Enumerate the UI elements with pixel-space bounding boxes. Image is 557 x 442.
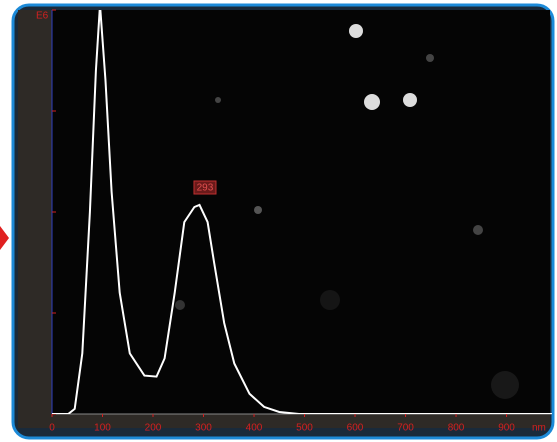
- x-tick-label: 600: [347, 423, 364, 434]
- x-tick-label: 300: [195, 423, 212, 434]
- bottom-margin: [18, 414, 550, 428]
- plot-area: [52, 10, 550, 414]
- x-tick-label: 700: [397, 423, 414, 434]
- x-unit: nm: [532, 423, 546, 434]
- particles: [175, 24, 519, 399]
- x-tick-label: 900: [498, 423, 515, 434]
- x-tick-label: 800: [448, 423, 465, 434]
- x-tick-label: 200: [145, 423, 162, 434]
- line-series: [52, 10, 552, 414]
- annotation-box: [193, 180, 217, 195]
- x-tick-label: 100: [94, 423, 111, 434]
- left-margin: [18, 10, 52, 428]
- annotation: 293: [197, 183, 214, 194]
- x-tick-label: 400: [246, 423, 263, 434]
- x-tick-label: 0: [49, 423, 55, 434]
- x-tick-label: 500: [296, 423, 313, 434]
- arrow: [0, 226, 9, 250]
- y-unit: E6: [36, 11, 49, 22]
